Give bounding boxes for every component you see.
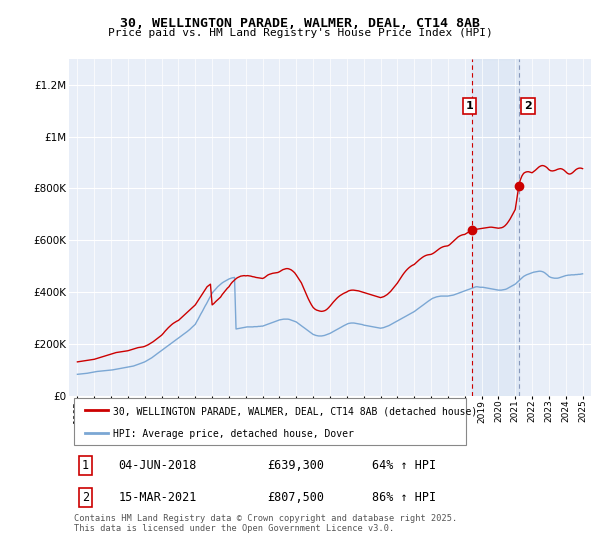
Bar (472, 59, 519, 395)
Text: 86% ↑ HPI: 86% ↑ HPI (372, 491, 436, 505)
Text: HPI: Average price, detached house, Dover: HPI: Average price, detached house, Dove… (113, 429, 354, 439)
Text: £807,500: £807,500 (268, 491, 325, 505)
Text: 1: 1 (466, 101, 473, 111)
Text: 64% ↑ HPI: 64% ↑ HPI (372, 459, 436, 472)
Text: 04-JUN-2018: 04-JUN-2018 (119, 459, 197, 472)
Text: 2: 2 (82, 491, 89, 505)
Text: 1: 1 (82, 459, 89, 472)
Text: 30, WELLINGTON PARADE, WALMER, DEAL, CT14 8AB (detached house): 30, WELLINGTON PARADE, WALMER, DEAL, CT1… (113, 406, 478, 416)
Text: 30, WELLINGTON PARADE, WALMER, DEAL, CT14 8AB: 30, WELLINGTON PARADE, WALMER, DEAL, CT1… (120, 17, 480, 30)
Text: 15-MAR-2021: 15-MAR-2021 (119, 491, 197, 505)
Text: £639,300: £639,300 (268, 459, 325, 472)
Text: Contains HM Land Registry data © Crown copyright and database right 2025.
This d: Contains HM Land Registry data © Crown c… (74, 514, 457, 533)
Text: 2: 2 (524, 101, 532, 111)
Text: Price paid vs. HM Land Registry's House Price Index (HPI): Price paid vs. HM Land Registry's House … (107, 28, 493, 38)
FancyBboxPatch shape (74, 398, 466, 445)
